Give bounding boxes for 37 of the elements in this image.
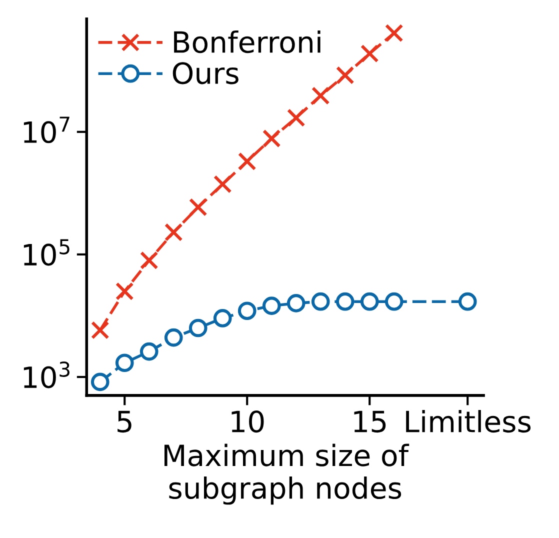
point <box>262 129 281 148</box>
point <box>188 318 208 338</box>
point <box>360 292 379 311</box>
point <box>188 198 208 216</box>
point <box>164 223 183 242</box>
point <box>336 66 354 84</box>
x-tick-label: 5 <box>118 410 132 433</box>
point <box>140 251 158 270</box>
y-tick-label: 10$^{3}$ <box>24 362 70 388</box>
point <box>384 24 404 42</box>
point <box>238 152 256 171</box>
y-tick-label: 10$^{7}$ <box>24 116 70 144</box>
x-tick-label: 15 <box>354 410 386 433</box>
legend-label: Bonferroni <box>174 30 320 54</box>
point <box>115 282 134 300</box>
point <box>115 354 134 372</box>
y-tick-label: 10$^{5}$ <box>24 239 70 266</box>
point <box>286 108 306 127</box>
point <box>213 175 232 194</box>
point <box>213 309 232 328</box>
point <box>458 292 477 311</box>
point <box>384 292 404 311</box>
x-tick-label: 10 <box>232 410 264 433</box>
legend-label: Ours <box>172 62 238 84</box>
point <box>336 292 354 311</box>
x-axis-title: Maximum size of subgraph nodes <box>164 444 410 505</box>
point <box>164 328 183 347</box>
point <box>286 294 306 312</box>
point <box>311 292 330 311</box>
point <box>360 44 379 63</box>
point <box>90 321 110 340</box>
point <box>140 342 158 361</box>
x-tick-label: Limitless <box>406 410 531 433</box>
point <box>238 302 256 320</box>
point <box>311 86 330 105</box>
point <box>262 296 281 315</box>
point <box>90 372 110 392</box>
